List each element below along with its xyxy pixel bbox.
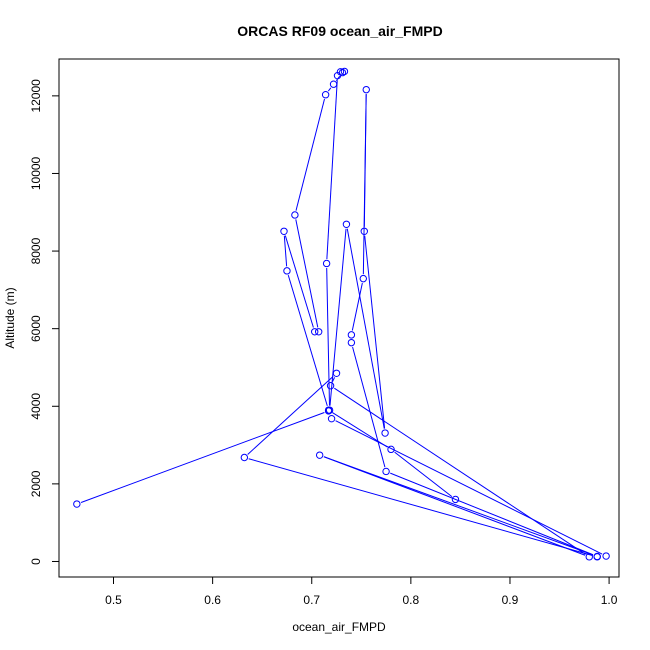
data-point [347, 338, 356, 347]
data-point [585, 553, 593, 561]
data-point [332, 369, 341, 377]
data-point [329, 80, 338, 88]
x-axis-label: ocean_air_FMPD [292, 620, 386, 634]
data-point [360, 227, 368, 235]
y-axis-label: Altitude (m) [3, 287, 17, 348]
series-segment [335, 420, 603, 555]
series-segment [332, 377, 336, 382]
data-point [315, 451, 324, 459]
x-tick-label: 0.9 [502, 593, 519, 607]
series-segment [248, 458, 593, 557]
data-point [347, 331, 356, 339]
series-segment [284, 235, 314, 328]
series-segment [323, 456, 586, 556]
y-tick-label: 0 [29, 558, 43, 565]
x-tick-label: 0.8 [403, 593, 420, 607]
data-point [382, 467, 390, 476]
series-segment [332, 412, 388, 448]
data-point [593, 552, 601, 561]
chart-title: ORCAS RF09 ocean_air_FMPD [237, 23, 442, 39]
data-point [362, 85, 370, 94]
x-axis: 0.5 0.6 0.7 0.8 0.9 1.0 [105, 576, 618, 607]
data-point [283, 267, 291, 275]
y-tick-label: 4000 [29, 393, 43, 420]
series-segment [351, 282, 363, 331]
series-segment [295, 98, 325, 211]
data-point [314, 328, 323, 336]
data-point [602, 552, 610, 560]
x-tick-label: 0.6 [204, 593, 221, 607]
y-tick-label: 6000 [29, 315, 43, 342]
data-point [326, 382, 335, 390]
series-segment [394, 451, 453, 498]
data-point [451, 495, 460, 504]
data-point [340, 67, 349, 76]
data-point [338, 68, 347, 77]
data-point [387, 445, 395, 454]
series-segment [329, 228, 347, 406]
data-point [327, 414, 336, 423]
series-flight-profile [73, 67, 610, 561]
series-segment [326, 80, 338, 260]
series-segment [295, 219, 319, 328]
series-segment [247, 375, 334, 455]
data-point [73, 500, 81, 508]
y-tick-label: 12000 [29, 79, 43, 113]
series-segment [287, 275, 328, 406]
series-segment [364, 235, 386, 429]
data-point [342, 220, 351, 228]
series-segment [346, 228, 385, 429]
data-point [321, 90, 330, 99]
y-tick-label: 2000 [29, 470, 43, 497]
data-point [240, 453, 249, 462]
y-axis: 0 2000 4000 6000 8000 10000 12000 [29, 79, 60, 565]
data-point [280, 227, 288, 235]
plot-frame [58, 58, 620, 578]
y-tick-label: 10000 [29, 156, 43, 190]
x-tick-label: 0.7 [303, 593, 320, 607]
y-tick-label: 8000 [29, 237, 43, 264]
data-point [311, 328, 319, 336]
series-segment [80, 412, 325, 503]
x-tick-label: 1.0 [601, 593, 618, 607]
series-segment [390, 472, 594, 556]
series-segment [327, 87, 332, 92]
series-segment [363, 94, 367, 227]
data-point [324, 406, 333, 414]
data-point [291, 211, 299, 219]
series-segment [352, 346, 386, 468]
series-segment [323, 456, 594, 556]
series-segment [283, 235, 288, 267]
data-point [359, 274, 367, 283]
x-tick-label: 0.5 [105, 593, 122, 607]
series-segment [334, 387, 586, 555]
data-point [322, 259, 331, 268]
data-point [381, 429, 389, 437]
